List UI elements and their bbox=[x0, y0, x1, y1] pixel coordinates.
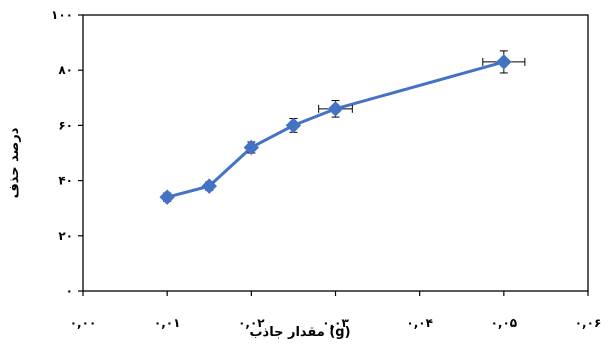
plot-area bbox=[82, 14, 589, 292]
x-tick-label: ۰,۰۲ bbox=[238, 316, 265, 330]
x-tick-label: ۰,۰۶ bbox=[575, 316, 602, 330]
y-tick-label: ۰ bbox=[66, 284, 73, 298]
data-point-marker bbox=[159, 189, 175, 205]
data-point-marker bbox=[201, 178, 217, 194]
data-point-marker bbox=[496, 54, 512, 70]
x-tick-label: ۰,۰۵ bbox=[491, 316, 518, 330]
y-tick-label: ۴۰ bbox=[58, 174, 73, 188]
y-axis: ۰ ۲۰ ۴۰ ۶۰ ۸۰ ۱۰۰ bbox=[51, 8, 83, 298]
series-line bbox=[166, 60, 505, 199]
data-point-marker bbox=[243, 139, 260, 156]
x-tick-label: ۰,۰۰ bbox=[70, 316, 97, 330]
y-axis-title: درصد حذف bbox=[7, 127, 22, 198]
x-axis: ۰,۰۰ ۰,۰۱ ۰,۰۲ ۰,۰۳ ۰,۰۴ ۰,۰۵ ۰,۰۶ bbox=[70, 291, 602, 330]
series-line-group bbox=[159, 50, 526, 205]
data-point-marker bbox=[327, 101, 344, 117]
x-tick-label: ۰,۰۴ bbox=[406, 316, 433, 330]
y-tick-label: ۲۰ bbox=[58, 229, 73, 243]
y-tick-label: ۶۰ bbox=[58, 118, 73, 132]
y-tick-label: ۸۰ bbox=[58, 63, 73, 77]
plot-border bbox=[82, 14, 589, 292]
y-tick-label: ۱۰۰ bbox=[51, 8, 73, 22]
data-point-marker bbox=[285, 117, 302, 134]
x-tick-label: ۰,۰۱ bbox=[154, 316, 181, 330]
x-tick-label: ۰,۰۳ bbox=[322, 316, 349, 330]
x-axis-title: مقدار جاذب (g) bbox=[249, 325, 350, 340]
